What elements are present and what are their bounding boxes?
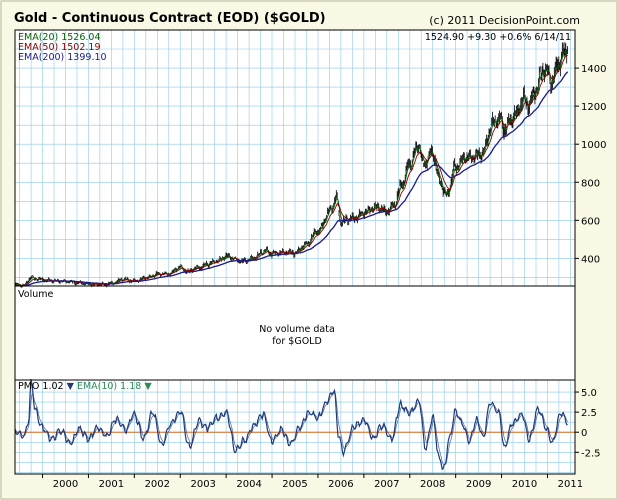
ema50-line	[14, 54, 568, 287]
pmo-legend-value: PMO 1.02	[18, 381, 67, 392]
volume-note: No volume data	[259, 324, 335, 335]
x-tick-label: 2006	[328, 479, 353, 490]
pmo-legend: PMO 1.02 ▼ EMA(10) 1.18 ▼	[18, 381, 152, 392]
price-y-tick-label: 1200	[581, 102, 606, 113]
x-tick-label: 2001	[99, 479, 124, 490]
volume-title: Volume	[18, 289, 53, 300]
grid-lines	[15, 29, 575, 474]
x-tick-label: 2007	[374, 479, 399, 490]
legend-ema200: EMA(200) 1399.10	[18, 52, 107, 63]
x-tick-label: 2009	[466, 479, 491, 490]
x-tick-label: 2010	[512, 479, 537, 490]
volume-panel	[15, 286, 575, 380]
x-tick-label: 2003	[190, 479, 215, 490]
price-y-tick-label: 400	[581, 254, 600, 265]
ema200-line	[14, 71, 569, 287]
pmo-y-tick-label: -2.5	[581, 448, 601, 459]
x-tick-label: 2011	[558, 479, 583, 490]
volume-note: for $GOLD	[272, 336, 322, 347]
pmo-y-tick-label: 0	[581, 428, 587, 439]
chart-credit: (c) 2011 DecisionPoint.com	[429, 14, 580, 27]
price-y-tick-label: 800	[581, 178, 600, 189]
legend-ema50: EMA(50) 1502.19	[18, 42, 101, 53]
x-tick-label: 2005	[282, 479, 307, 490]
pmo-panel-border	[14, 379, 576, 475]
price-y-tick-label: 600	[581, 216, 600, 227]
x-tick-label: 2000	[53, 479, 78, 490]
price-y-tick-label: 1000	[581, 140, 606, 151]
chart-title: Gold - Continuous Contract (EOD) ($GOLD)	[14, 11, 326, 26]
legend-ema20: EMA(20) 1526.04	[18, 32, 101, 43]
x-tick-label: 2004	[236, 479, 261, 490]
price-y-tick-label: 1400	[581, 64, 606, 75]
pmo-signal-legend: EMA(10) 1.18 ▼	[77, 381, 152, 392]
last-quote: 1524.90 +9.30 +0.6% 6/14/11	[425, 32, 571, 43]
x-tick-label: 2002	[145, 479, 170, 490]
pmo-line	[14, 378, 568, 471]
pmo-y-tick-label: 2.5	[581, 408, 597, 419]
pmo-down-arrow-icon: ▼	[67, 381, 77, 392]
pmo-y-tick-label: 5.0	[581, 388, 597, 399]
x-tick-label: 2008	[420, 479, 445, 490]
